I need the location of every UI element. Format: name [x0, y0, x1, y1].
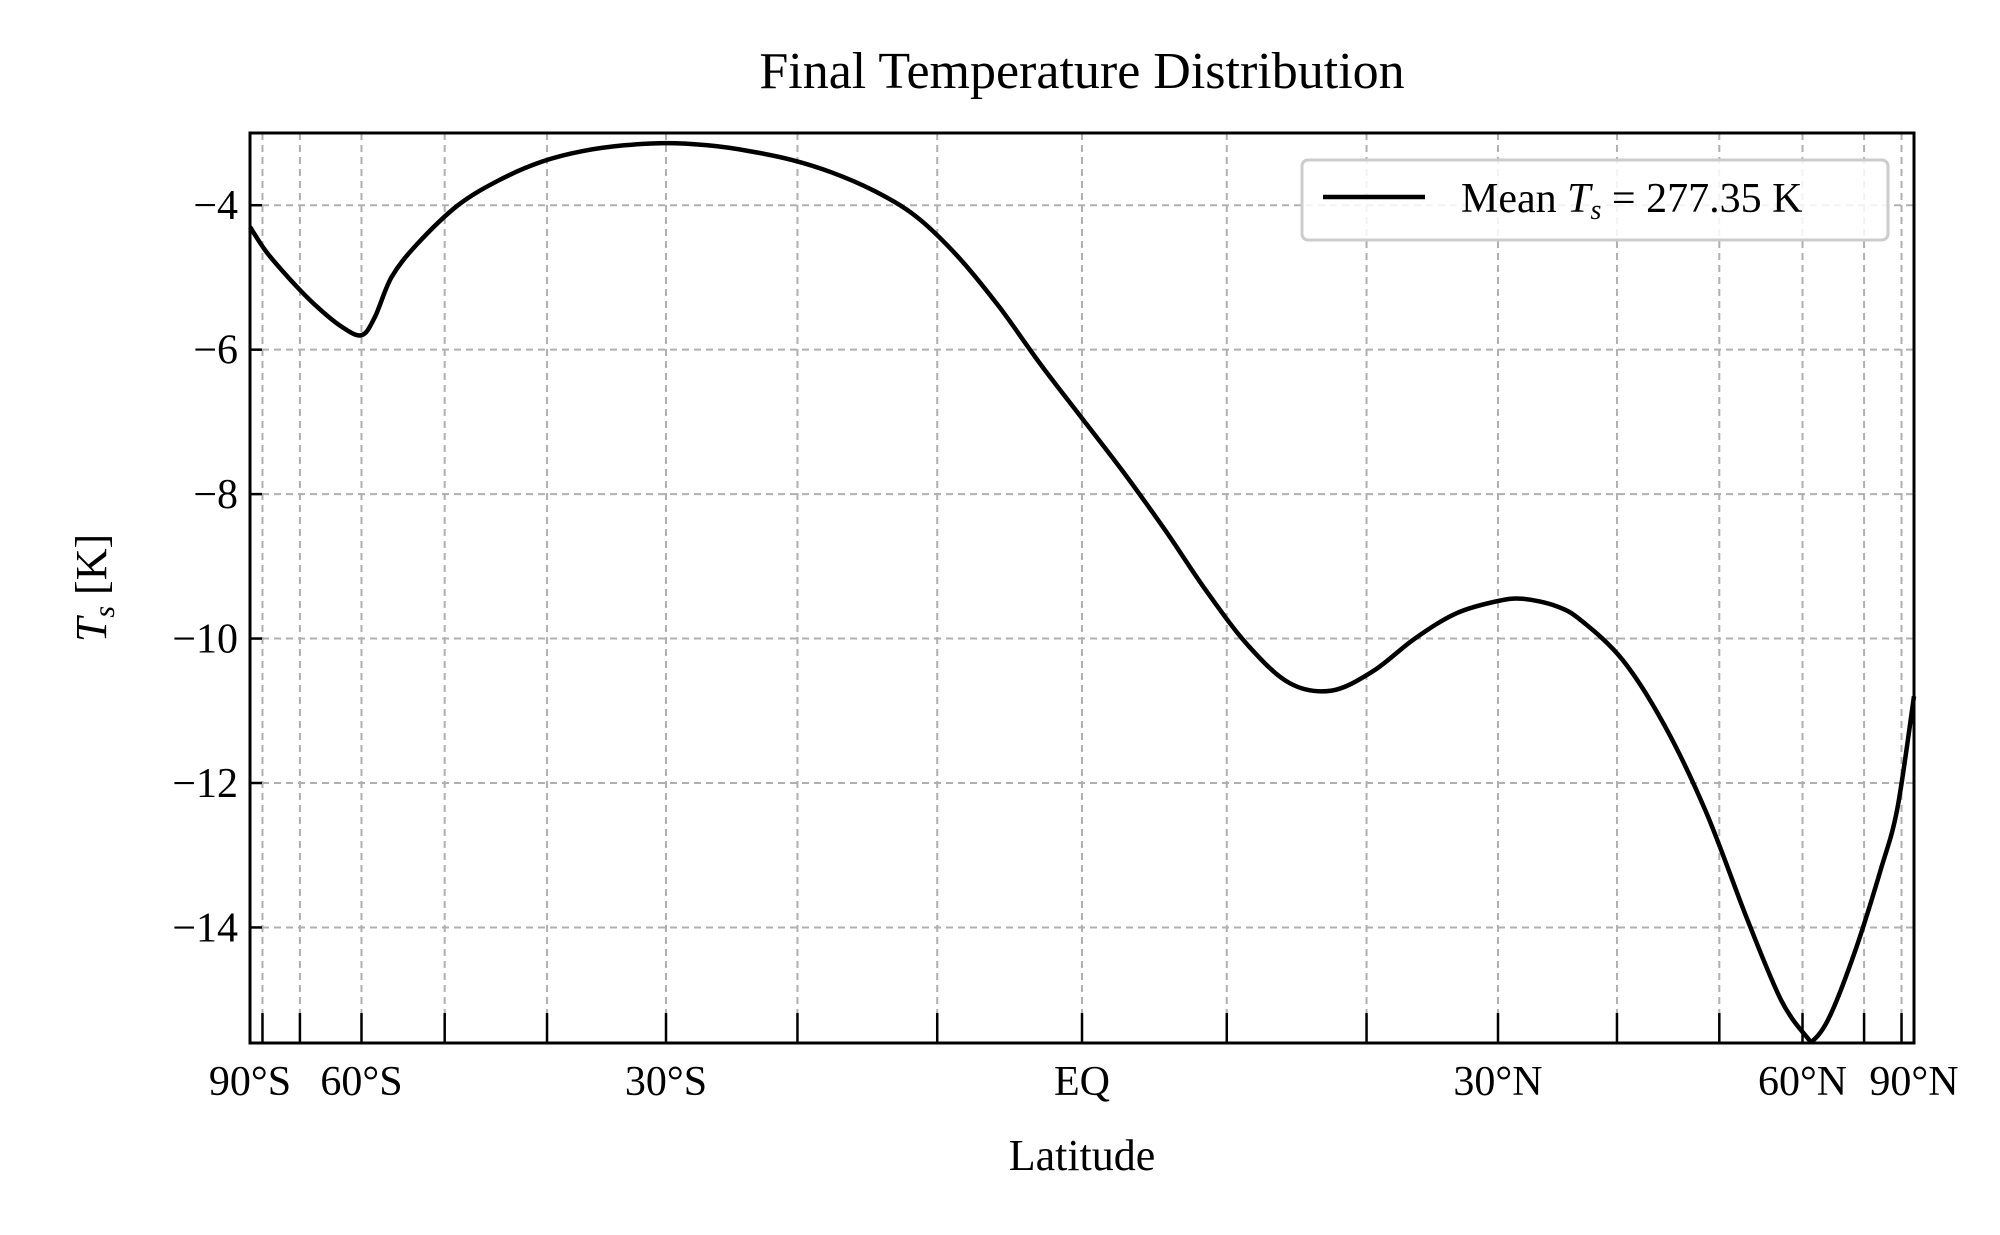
- y-tick-label: −4: [193, 183, 238, 229]
- x-tick-label: 90°S: [209, 1059, 291, 1105]
- y-tick-label: −10: [172, 617, 238, 663]
- x-tick-label: 30°N: [1453, 1059, 1542, 1105]
- legend-box: [1300, 158, 1890, 242]
- x-tick-label: 60°S: [320, 1059, 402, 1105]
- legend-label: Mean Ts = 277.35 K: [1461, 176, 1802, 226]
- x-tick-label: EQ: [1054, 1059, 1110, 1105]
- y-tick-labels: −4 −6 −8 −10 −12 −14: [172, 183, 238, 951]
- x-tick-label: 60°N: [1758, 1059, 1847, 1105]
- x-tick-label: 90°N: [1869, 1059, 1958, 1105]
- legend-label-sub: s: [1591, 195, 1602, 226]
- y-axis-label-unit: [K]: [67, 534, 116, 606]
- x-tick-labels: 90°S 60°S 30°S EQ 30°N 60°N 90°N: [209, 1059, 1959, 1105]
- legend-label-suffix: = 277.35 K: [1601, 176, 1802, 222]
- legend-label-prefix: Mean: [1461, 176, 1567, 222]
- y-tick-label: −12: [172, 761, 238, 807]
- x-axis-label: Latitude: [1009, 1131, 1156, 1180]
- y-axis-label-var: T: [67, 614, 116, 642]
- grid-layer: [250, 133, 1914, 1043]
- chart-title: Final Temperature Distribution: [759, 43, 1404, 100]
- tick-layer: [250, 203, 1903, 1043]
- series-line: [248, 140, 1917, 1044]
- x-tick-label: 30°S: [625, 1059, 707, 1105]
- y-tick-label: −14: [172, 905, 238, 951]
- plot-frame: [248, 131, 1916, 1045]
- series-layer: [248, 140, 1917, 1044]
- y-tick-label: −8: [193, 472, 238, 518]
- legend-label-var: T: [1567, 176, 1593, 222]
- y-tick-label: −6: [193, 328, 238, 374]
- legend: Mean Ts = 277.35 K: [1300, 158, 1890, 242]
- y-axis-label: Ts [K]: [67, 534, 121, 642]
- y-axis-label-sub: s: [88, 606, 121, 618]
